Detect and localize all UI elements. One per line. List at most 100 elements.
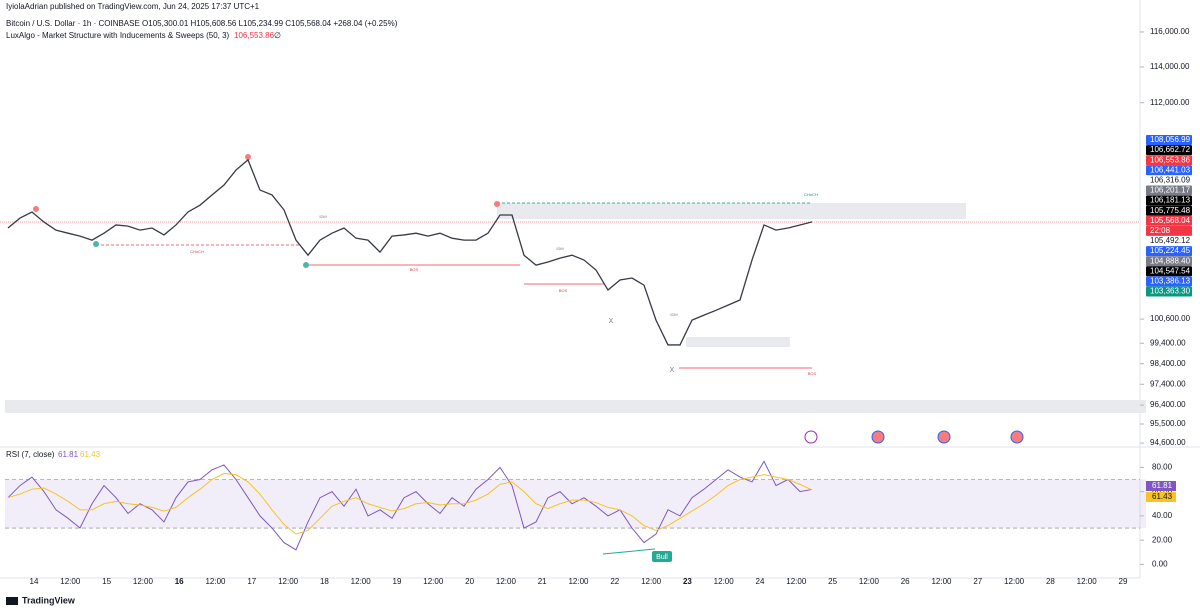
bull-tag [652, 551, 672, 562]
x-tick-label: 16 [175, 577, 184, 586]
symbol-info: Bitcoin / U.S. Dollar · 1h · COINBASE O1… [6, 19, 398, 28]
y-tick-label: 100,600.00 [1150, 314, 1191, 323]
x-tick-label: 25 [828, 577, 837, 586]
rsi-band [5, 479, 1146, 529]
price-tag-label: 103,363.30 [1150, 287, 1191, 296]
order-block [497, 203, 966, 219]
price-tag [1146, 165, 1192, 176]
price-tag [1146, 266, 1192, 277]
event-icon[interactable] [804, 430, 818, 444]
structure-label: IDM [319, 214, 326, 219]
price-tag [1146, 135, 1192, 145]
x-tick-label: 24 [756, 577, 765, 586]
structure-label: CHoCH [190, 249, 204, 254]
event-icon[interactable] [937, 430, 951, 444]
x-tick-label: 28 [1046, 577, 1055, 586]
x-tick-label: 12:00 [423, 577, 444, 586]
x-tick-label: 15 [102, 577, 111, 586]
price-tag-label: 106,662.72 [1150, 145, 1191, 154]
y-tick-label: 99,400.00 [1150, 338, 1186, 347]
x-tick-label: 29 [1119, 577, 1128, 586]
price-tag-label: 106,553.86 [1150, 155, 1191, 164]
structure-label: CHoCH [804, 192, 818, 197]
price-tag [1146, 236, 1192, 246]
x-tick-label: 26 [901, 577, 910, 586]
swing-high [33, 206, 39, 212]
x-tick-label: 12:00 [859, 577, 880, 586]
price-tag [1146, 145, 1192, 156]
y-tick-label: 40.00 [1152, 511, 1173, 520]
x-tick-label: 12:00 [278, 577, 299, 586]
y-tick-label: 95,500.00 [1150, 419, 1186, 428]
x-tick-label: 12:00 [205, 577, 226, 586]
x-tick-label: 12:00 [931, 577, 952, 586]
x-tick-label: 12:00 [568, 577, 589, 586]
footer-brand: TradingView [22, 595, 76, 605]
x-tick-label: 12:00 [351, 577, 372, 586]
x-tick-label: 12:00 [1077, 577, 1098, 586]
price-tag-label: 105,224.45 [1150, 246, 1191, 255]
structure-label: BOS [808, 371, 817, 376]
rsi-tag-label: 61.43 [1152, 492, 1173, 501]
indicator-value: 106,553.86 [234, 31, 275, 40]
x-tick-label: 12:00 [496, 577, 517, 586]
sweep-zone [5, 400, 1146, 413]
y-tick-label: 80.00 [1152, 462, 1173, 471]
price-tag-label: 105,568.04 [1150, 216, 1191, 225]
y-tick-label: 96,400.00 [1150, 400, 1186, 409]
price-tag-label: 105,492.12 [1150, 236, 1191, 245]
indicator-name: LuxAlgo - Market Structure with Induceme… [6, 31, 230, 40]
price-tag-label: 106,316.09 [1150, 176, 1191, 185]
price-tag [1146, 205, 1192, 216]
price-tag [1146, 225, 1192, 236]
legend-value: 61.43 [80, 450, 101, 459]
price-tag-label: 106,201.17 [1150, 186, 1191, 195]
price-tag-label: 103,386.13 [1150, 277, 1191, 286]
indicator-extra: ∅ [274, 31, 281, 40]
y-tick-label: 94,600.00 [1150, 438, 1186, 447]
divergence-line [602, 548, 656, 555]
x-tick-label: 12:00 [786, 577, 807, 586]
rsi-title: RSI (7, close) [6, 450, 55, 459]
rsi-tag-label: 61.81 [1152, 481, 1173, 490]
y-tick-label: 60.00 [1152, 487, 1173, 496]
x-tick-label: 23 [683, 577, 692, 586]
x-tick-label: 12:00 [714, 577, 735, 586]
order-block [686, 337, 790, 347]
swing-low [93, 241, 99, 247]
structure-label: X [670, 367, 675, 374]
price-tag [1146, 175, 1192, 186]
y-tick-label: 114,000.00 [1150, 62, 1190, 71]
price-tag [1146, 286, 1192, 297]
structure-label: X [609, 318, 614, 325]
price-tag [1146, 185, 1192, 196]
swing-high [245, 154, 251, 160]
y-tick-label: 97,400.00 [1150, 379, 1186, 388]
x-tick-label: 19 [393, 577, 402, 586]
x-tick-label: 27 [973, 577, 982, 586]
price-tag [1146, 276, 1192, 287]
price-line [7, 158, 813, 346]
price-tag [1146, 215, 1192, 226]
y-tick-label: 20.00 [1152, 535, 1173, 544]
swing-high [494, 201, 500, 207]
event-icon[interactable] [1010, 430, 1024, 444]
y-tick-label: 0.00 [1152, 560, 1168, 569]
rsi-tag [1146, 492, 1176, 502]
x-tick-label: 14 [30, 577, 39, 586]
x-tick-label: 17 [247, 577, 256, 586]
price-tag-label: 108,056.99 [1150, 135, 1191, 144]
publisher: IyiolaAdrian published on TradingView.co… [6, 2, 260, 11]
x-tick-label: 21 [538, 577, 547, 586]
swing-low [303, 262, 309, 268]
y-tick-label: 112,000.00 [1150, 98, 1190, 107]
y-tick-label: 98,400.00 [1150, 359, 1186, 368]
legend-value: 61.81 [58, 450, 79, 459]
rsi-line [7, 460, 813, 551]
event-icon[interactable] [871, 430, 885, 444]
x-tick-label: 12:00 [133, 577, 154, 586]
x-tick-label: 12:00 [1004, 577, 1025, 586]
x-tick-label: 12:00 [641, 577, 662, 586]
structure-label: IDM [556, 246, 563, 251]
price-tag-label: 105,775.48 [1150, 206, 1191, 215]
